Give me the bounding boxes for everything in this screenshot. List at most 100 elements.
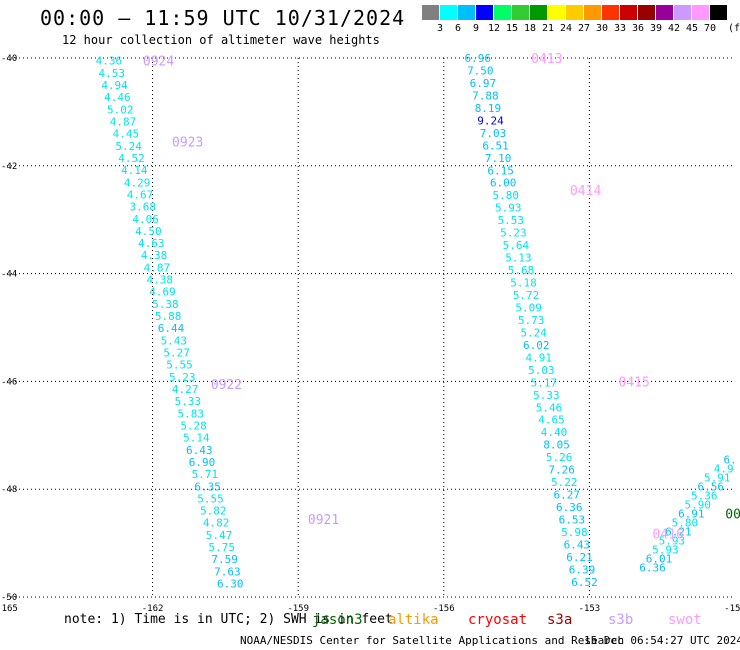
wave-height-label: 5.68 — [508, 264, 535, 277]
legend-swatch — [566, 5, 583, 20]
legend-swatch — [422, 5, 439, 20]
wave-height-label: 6.21 — [665, 525, 692, 538]
wave-height-label: 5.43 — [161, 334, 188, 347]
wave-height-label: 4.87 — [144, 261, 171, 274]
chart-subtitle: 12 hour collection of altimeter wave hei… — [62, 33, 380, 47]
wave-height-label: 4.65 — [538, 414, 565, 427]
wave-height-label: 5.28 — [180, 419, 207, 432]
generated-timestamp: 15 Dec 06:54:27 UTC 2024 — [584, 634, 740, 647]
wave-height-label: 4.87 — [110, 115, 137, 128]
legend-label: 3 — [436, 23, 444, 34]
legend-label: 9 — [472, 23, 480, 34]
wave-height-label: 5.27 — [163, 347, 190, 360]
wave-height-label: 5.90 — [685, 498, 712, 511]
pass-time-label: 0414 — [570, 184, 601, 199]
legend-swatch — [710, 5, 727, 20]
wave-height-label: 5.55 — [197, 492, 224, 505]
wave-height-label: 6.35 — [194, 480, 221, 493]
legend-unit: (ft) — [728, 23, 740, 34]
x-tick-label: -162 — [142, 604, 164, 612]
wave-height-label: 4.38 — [146, 274, 173, 287]
wave-height-label: 4.50 — [135, 225, 162, 238]
wave-height-label: 6.02 — [523, 339, 550, 352]
wave-height-label: 5.80 — [492, 189, 519, 202]
wave-height-label: 7.88 — [472, 89, 499, 102]
wave-height-label: 6.00 — [490, 177, 517, 190]
legend-label: 33 — [613, 23, 627, 34]
y-tick-label: -46 — [1, 377, 17, 387]
legend-swatch — [584, 5, 601, 20]
wave-height-label: 6.36 — [556, 501, 583, 514]
wave-height-label: 4.63 — [138, 237, 165, 250]
wave-height-label: 6.52 — [571, 576, 598, 589]
legend-label: 27 — [577, 23, 591, 34]
legend-label: 15 — [505, 23, 519, 34]
wave-height-label: 3.68 — [130, 201, 157, 214]
legend-label: 24 — [559, 23, 573, 34]
wave-height-label: 6.53 — [559, 514, 586, 527]
wave-height-label: 5.83 — [177, 407, 204, 420]
wave-height-label: 5.18 — [510, 277, 537, 290]
wave-height-label: 4.38 — [141, 249, 168, 262]
legend-label: 30 — [595, 23, 609, 34]
wave-height-label: 5.80 — [672, 516, 699, 529]
legend-label: 42 — [667, 23, 681, 34]
legend-swatch — [476, 5, 493, 20]
wave-height-label: 5.75 — [209, 541, 236, 554]
pass-time-label: 0922 — [211, 378, 242, 393]
wave-height-plot: -165 -162 -159 -156 -153 -150 -40 -42 -44 -46 -48 -… — [0, 52, 740, 612]
wave-height-label: 5.73 — [518, 314, 545, 327]
wave-height-label: 6.97 — [470, 77, 497, 90]
legend-swatch — [674, 5, 691, 20]
wave-height-label: 4.53 — [98, 67, 125, 80]
wave-height-label: 6.44 — [158, 322, 185, 335]
wave-height-label: 5.55 — [166, 359, 193, 372]
legend-label: 70 — [703, 23, 717, 34]
wave-height-label: 5.09 — [515, 301, 542, 314]
satellite-legend-item: s3b — [608, 612, 634, 628]
pass-time-label: 0921 — [308, 513, 339, 528]
wave-height-label: 5.03 — [528, 364, 555, 377]
y-tick-label: -40 — [1, 54, 17, 64]
satellite-legend-item: cryosat — [468, 612, 528, 628]
wave-height-label: 5.24 — [115, 140, 142, 153]
wave-height-label: 4.06 — [132, 213, 159, 226]
wave-height-label: 4.52 — [118, 152, 145, 165]
wave-height-label: 5.46 — [536, 401, 563, 414]
wave-height-label: 7.26 — [548, 464, 575, 477]
wave-height-label: 5.82 — [200, 505, 227, 518]
x-tick-label: -159 — [287, 604, 309, 612]
legend-label: 21 — [541, 23, 555, 34]
legend-swatch — [512, 5, 529, 20]
pass-time-label: 0415 — [619, 375, 650, 390]
wave-height-label: 5.72 — [513, 289, 540, 302]
wave-height-label: 4.40 — [541, 426, 568, 439]
y-tick-label: -42 — [1, 162, 17, 172]
x-tick-label: -156 — [433, 604, 455, 612]
wave-height-label: 6.91 — [678, 507, 705, 520]
wave-height-label: 4.69 — [149, 286, 176, 299]
wave-height-label: 5.14 — [183, 432, 210, 445]
pass-time-label: 0924 — [143, 55, 174, 70]
wave-height-label: 8.19 — [475, 102, 502, 115]
credit-line: NOAA/NESDIS Center for Satellite Applica… — [240, 634, 625, 647]
wave-height-label: 5.93 — [652, 543, 679, 556]
x-tick-label: -153 — [579, 604, 601, 612]
wave-height-label: 6.30 — [217, 578, 244, 591]
wave-height-label: 4.91 — [526, 351, 553, 364]
wave-height-label: 6.90 — [189, 456, 216, 469]
legend-label: 6 — [454, 23, 462, 34]
wave-height-label: 5.71 — [192, 468, 219, 481]
wave-height-label: 5.93 — [495, 202, 522, 215]
wave-height-label: 5.93 — [659, 534, 686, 547]
wave-height-label: 6.21 — [566, 551, 593, 564]
wave-height-label: 6.27 — [554, 489, 581, 502]
wave-height-label: 4.14 — [121, 164, 148, 177]
legend-swatch — [638, 5, 655, 20]
wave-height-label: 4.46 — [104, 91, 131, 104]
wave-height-label: 7.59 — [211, 553, 238, 566]
wave-height-label: 4.94 — [101, 79, 128, 92]
satellite-legend-item: swot — [668, 612, 702, 628]
wave-height-label: 5.38 — [152, 298, 179, 311]
x-tick-label: -150 — [724, 604, 740, 612]
